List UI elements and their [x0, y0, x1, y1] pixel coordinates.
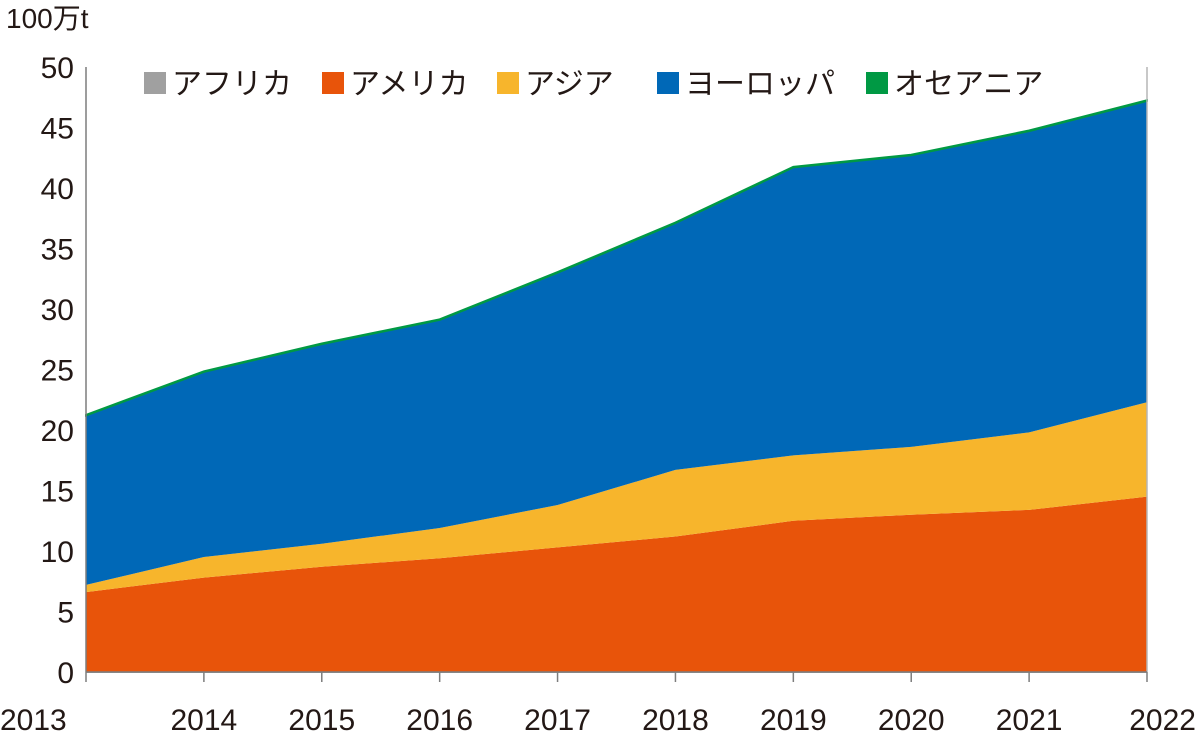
- legend-label: オセアニア: [894, 68, 1043, 101]
- legend-label: ヨーロッパ: [685, 68, 835, 101]
- x-tick-label: 2016: [406, 704, 473, 735]
- unit-label: 100万t: [6, 3, 89, 34]
- y-tick-label: 5: [57, 597, 74, 630]
- y-tick-label: 15: [41, 476, 74, 509]
- x-tick-label: 2018: [642, 704, 709, 735]
- plot-areas: [85, 99, 1148, 673]
- legend-swatch: [322, 72, 344, 94]
- y-tick-label: 25: [41, 355, 74, 388]
- y-tick-label: 30: [41, 294, 74, 327]
- legend-label: アジア: [525, 68, 614, 101]
- x-tick-label: 2021: [996, 704, 1063, 735]
- legend: アフリカ アメリカ アジア ヨーロッパ オセアニア: [144, 68, 1043, 101]
- y-tick-label: 40: [41, 173, 74, 206]
- y-tick-label: 50: [41, 52, 74, 85]
- legend-label: アメリカ: [350, 68, 469, 101]
- x-tick-label: 2017: [524, 704, 591, 735]
- legend-swatch: [497, 72, 519, 94]
- y-axis-tick-labels: 0 5 10 15 20 25 30 35 40 45 50: [41, 52, 74, 690]
- axes: [85, 67, 1148, 682]
- legend-swatch: [657, 72, 679, 94]
- x-tick-label: 2022: [1129, 704, 1196, 735]
- x-tick-label: 2015: [288, 704, 355, 735]
- y-tick-label: 10: [41, 536, 74, 569]
- area-series-3: [86, 100, 1147, 585]
- x-tick-label: 2020: [878, 704, 945, 735]
- area-series-1: [86, 496, 1147, 672]
- legend-label: アフリカ: [172, 68, 292, 101]
- y-tick-label: 45: [41, 113, 74, 146]
- legend-swatch: [144, 72, 166, 94]
- x-axis-tick-labels: 2013 2014 2015 2016 2017 2018 2019 2020 2021 2022: [0, 704, 1196, 735]
- y-tick-label: 20: [41, 415, 74, 448]
- y-tick-label: 0: [57, 657, 74, 690]
- legend-swatch: [866, 72, 888, 94]
- area-series-2: [86, 402, 1147, 593]
- x-tick-label: 2014: [171, 704, 238, 735]
- x-tick-label: 2013: [0, 704, 67, 735]
- y-tick-label: 35: [41, 234, 74, 267]
- x-tick-label: 2019: [760, 704, 827, 735]
